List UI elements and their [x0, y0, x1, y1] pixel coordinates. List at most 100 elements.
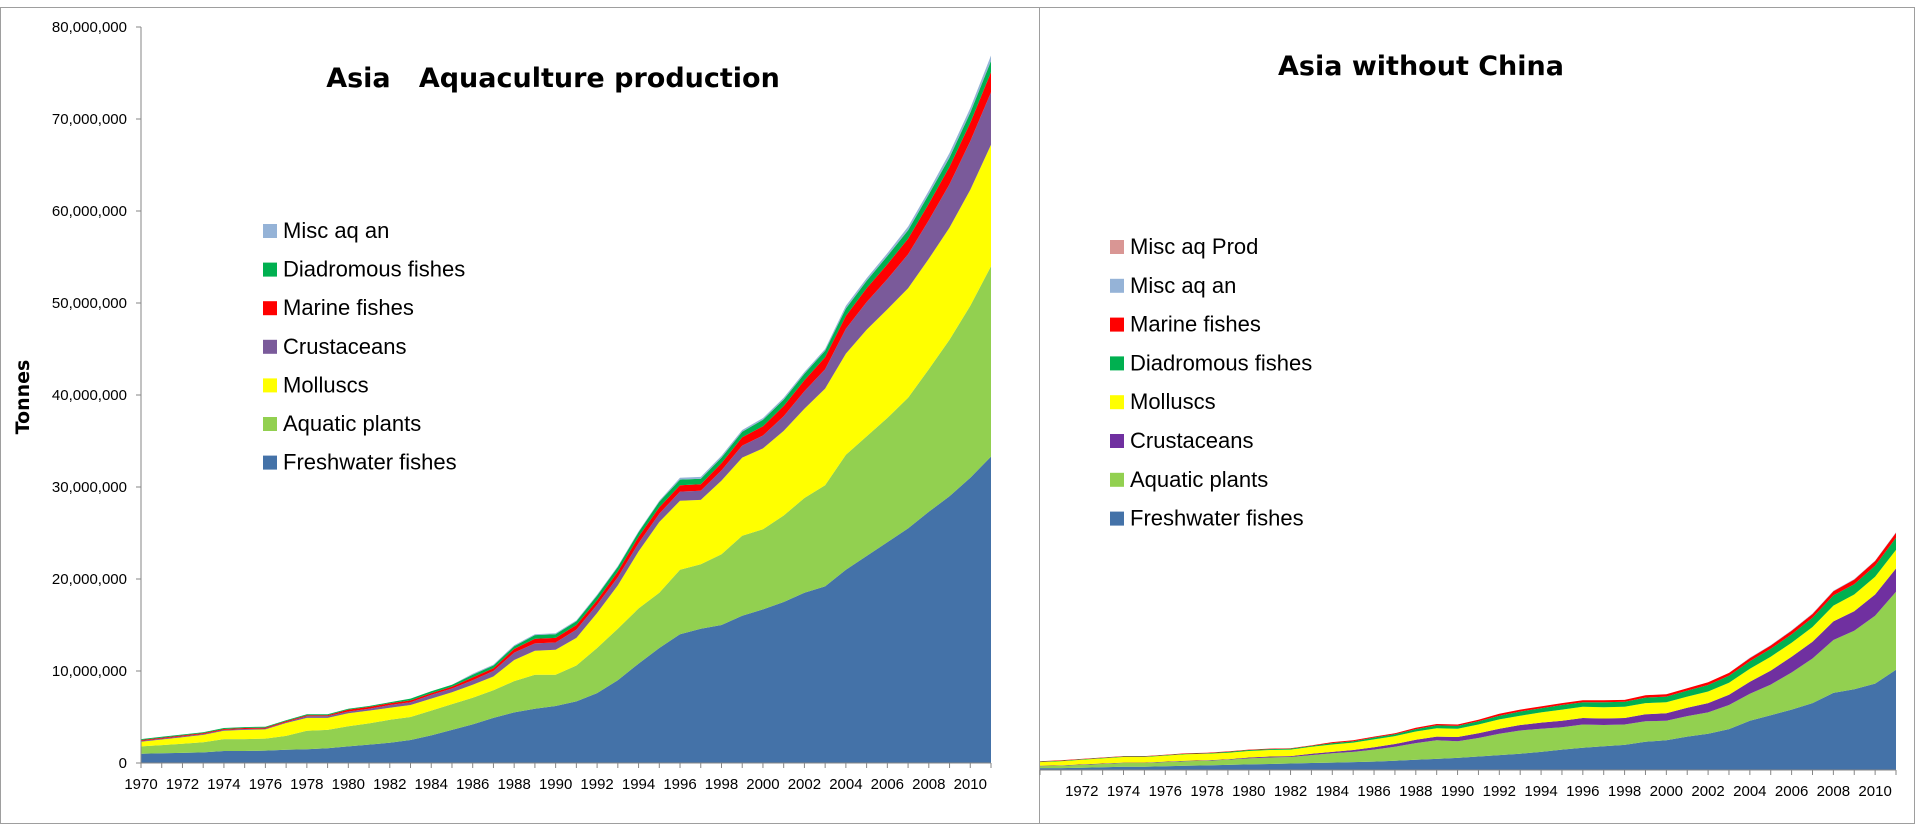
- left-legend-label-crustaceans: Crustaceans: [283, 334, 407, 359]
- left-legend-label-molluscs: Molluscs: [283, 372, 369, 397]
- right-legend-swatch-diadromous-fishes: [1110, 356, 1124, 371]
- left-x-tick-label: 2008: [912, 776, 945, 793]
- right-legend-label-aquatic-plants: Aquatic plants: [1130, 467, 1268, 492]
- right-x-tick-label: 1972: [1065, 783, 1098, 800]
- left-chart-title: Asia Aquaculture production: [326, 63, 780, 94]
- left-x-tick-label: 1972: [166, 776, 199, 793]
- left-legend-swatch-marine-fishes: [263, 301, 277, 316]
- left-x-tick-label: 1974: [207, 776, 240, 793]
- right-x-axis: 1972 1974 1976 1978 1980 1982 1984 1986 1988 1990…: [1039, 770, 1897, 800]
- left-legend-label-freshwater-fishes: Freshwater fishes: [283, 450, 457, 475]
- right-chart-areas: [1040, 532, 1896, 771]
- right-legend-swatch-freshwater-fishes: [1110, 511, 1124, 526]
- right-x-tick-label: 2010: [1858, 783, 1891, 800]
- left-x-tick-label: 1990: [539, 776, 572, 793]
- right-legend-label-misc-aq-an: Misc aq an: [1130, 273, 1236, 298]
- left-y-tick-label: 0: [119, 755, 127, 772]
- right-x-tick-label: 1998: [1608, 783, 1641, 800]
- right-legend-label-diadromous-fishes: Diadromous fishes: [1130, 350, 1312, 375]
- right-legend-label-crustaceans: Crustaceans: [1130, 428, 1254, 453]
- right-legend-swatch-marine-fishes: [1110, 317, 1124, 332]
- left-y-axis: 0 10,000,000 20,000,000 30,000,000 40,000,00…: [52, 19, 142, 772]
- right-area-aquatic-plants: [1040, 591, 1896, 769]
- left-x-tick-label: 2002: [788, 776, 821, 793]
- left-x-tick-label: 2000: [746, 776, 779, 793]
- right-legend-swatch-misc-aq-an: [1110, 278, 1124, 293]
- left-y-axis-label: Tonnes: [12, 360, 34, 435]
- left-legend-swatch-diadromous-fishes: [263, 262, 277, 277]
- left-legend-swatch-molluscs: [263, 378, 277, 393]
- right-x-tick-label: 1992: [1483, 783, 1516, 800]
- left-legend-label-marine-fishes: Marine fishes: [283, 295, 414, 320]
- right-legend-label-misc-aq-prod: Misc aq Prod: [1130, 234, 1258, 259]
- left-y-tick-label: 60,000,000: [52, 203, 127, 220]
- right-legend: Misc aq Prod Misc aq an Marine fishes Diadr…: [1110, 234, 1312, 531]
- left-area-molluscs: [141, 144, 991, 747]
- right-area-freshwater-fishes: [1040, 669, 1896, 770]
- right-legend-swatch-misc-aq-prod: [1110, 240, 1124, 254]
- left-y-tick-label: 50,000,000: [52, 295, 127, 312]
- left-x-tick-label: 2004: [829, 776, 862, 793]
- right-x-tick-label: 1994: [1524, 783, 1557, 800]
- right-x-tick-label: 1986: [1357, 783, 1390, 800]
- right-x-tick-label: 2008: [1817, 783, 1850, 800]
- left-legend-swatch-crustaceans: [263, 339, 277, 354]
- right-x-tick-label: 1974: [1107, 783, 1140, 800]
- right-x-tick-label: 1996: [1566, 783, 1599, 800]
- right-x-tick-label: 2006: [1775, 783, 1808, 800]
- right-legend-swatch-molluscs: [1110, 395, 1124, 410]
- right-x-tick-label: 1982: [1274, 783, 1307, 800]
- left-area-aquatic-plants: [141, 266, 991, 754]
- left-x-tick-label: 1996: [663, 776, 696, 793]
- left-x-tick-label: 1992: [580, 776, 613, 793]
- right-legend-label-marine-fishes: Marine fishes: [1130, 312, 1261, 337]
- right-area-crustaceans: [1040, 568, 1896, 767]
- left-legend-label-misc-aq-an: Misc aq an: [283, 218, 389, 243]
- left-y-tick-label: 80,000,000: [52, 19, 127, 36]
- left-y-tick-label: 30,000,000: [52, 479, 127, 496]
- right-x-tick-label: 1988: [1399, 783, 1432, 800]
- left-x-tick-label: 1978: [290, 776, 323, 793]
- left-y-tick-label: 10,000,000: [52, 663, 127, 680]
- right-x-tick-label: 1978: [1190, 783, 1223, 800]
- left-area-freshwater-fishes: [141, 456, 991, 763]
- left-x-tick-label: 1984: [415, 776, 448, 793]
- left-x-tick-label: 1994: [622, 776, 655, 793]
- right-x-tick-label: 2000: [1650, 783, 1683, 800]
- left-x-tick-label: 1998: [705, 776, 738, 793]
- left-x-tick-label: 1986: [456, 776, 489, 793]
- right-chart-title: Asia without China: [1278, 51, 1564, 82]
- left-legend-swatch-aquatic-plants: [263, 417, 277, 431]
- left-x-tick-label: 2006: [871, 776, 904, 793]
- right-x-tick-label: 1990: [1441, 783, 1474, 800]
- left-legend-label-aquatic-plants: Aquatic plants: [283, 411, 421, 436]
- left-legend: Misc aq an Diadromous fishes Marine fishes…: [263, 218, 465, 475]
- left-chart-areas: [141, 55, 991, 764]
- left-x-tick-label: 1976: [249, 776, 282, 793]
- left-legend-label-diadromous-fishes: Diadromous fishes: [283, 257, 465, 282]
- right-x-tick-label: 2004: [1733, 783, 1766, 800]
- left-x-tick-label: 1988: [497, 776, 530, 793]
- left-legend-swatch-misc-aq-an: [263, 224, 277, 238]
- right-x-tick-label: 2002: [1691, 783, 1724, 800]
- left-legend-swatch-freshwater-fishes: [263, 455, 277, 470]
- right-legend-swatch-crustaceans: [1110, 434, 1124, 448]
- right-x-tick-label: 1984: [1316, 783, 1349, 800]
- left-chart: 0 10,000,000 20,000,000 30,000,000 40,000,00…: [12, 19, 992, 793]
- left-x-tick-label: 2010: [954, 776, 987, 793]
- right-x-tick-label: 1980: [1232, 783, 1265, 800]
- left-y-tick-label: 20,000,000: [52, 571, 127, 588]
- left-x-tick-label: 1970: [124, 776, 157, 793]
- right-chart: 1972 1974 1976 1978 1980 1982 1984 1986 1988 1990…: [1039, 51, 1897, 800]
- right-legend-swatch-aquatic-plants: [1110, 472, 1124, 487]
- right-legend-label-freshwater-fishes: Freshwater fishes: [1130, 506, 1304, 531]
- left-x-tick-label: 1980: [332, 776, 365, 793]
- left-x-tick-label: 1982: [373, 776, 406, 793]
- left-y-tick-label: 40,000,000: [52, 387, 127, 404]
- left-y-tick-label: 70,000,000: [52, 111, 127, 128]
- right-legend-label-molluscs: Molluscs: [1130, 389, 1216, 414]
- right-x-tick-label: 1976: [1149, 783, 1182, 800]
- left-x-axis: 1970 1972 1974 1976 1978 1980 1982 1984 1986 1988…: [124, 763, 992, 793]
